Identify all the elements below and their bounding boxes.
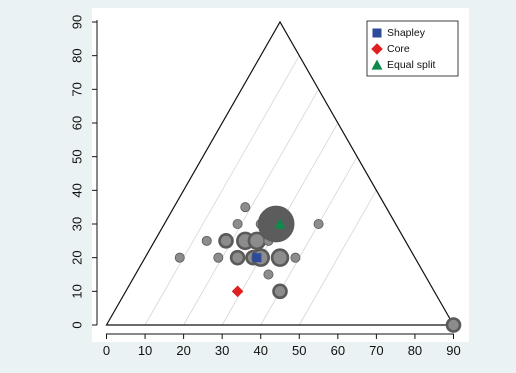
x-tick-label: 0 — [103, 343, 110, 358]
legend-label: Shapley — [387, 27, 426, 39]
legend-symbol-triangle — [371, 59, 383, 70]
x-tick-label: 40 — [253, 343, 267, 358]
bubble — [290, 252, 301, 263]
simplex-triangle — [105, 20, 455, 326]
y-tick-label: 90 — [70, 15, 85, 29]
legend-label: Equal split — [387, 59, 436, 71]
x-tick-label: 30 — [215, 343, 229, 358]
bubble — [229, 249, 246, 266]
bubble — [232, 218, 243, 229]
x-tick-label: 60 — [331, 343, 345, 358]
bubble — [213, 252, 224, 263]
axes — [96, 20, 454, 335]
x-axis-ticks: 0 10 20 30 40 50 60 70 80 90 — [103, 334, 461, 358]
legend-symbol-square — [372, 28, 382, 38]
y-tick-label: 40 — [70, 183, 85, 197]
x-tick-label: 20 — [176, 343, 190, 358]
grid-line — [144, 55, 300, 326]
bubble — [263, 269, 274, 280]
bubble — [201, 235, 212, 246]
legend: Shapley Core Equal split — [366, 20, 459, 77]
bubble — [240, 202, 251, 213]
grid-line — [298, 190, 377, 326]
y-tick-label: 30 — [70, 217, 85, 231]
bubble — [174, 252, 185, 263]
y-tick-label: 50 — [70, 149, 85, 163]
marker-square — [252, 253, 262, 263]
bubble — [270, 248, 290, 267]
y-tick-label: 20 — [70, 250, 85, 264]
y-tick-label: 60 — [70, 116, 85, 130]
bubble — [445, 317, 462, 333]
y-tick-label: 0 — [70, 321, 85, 328]
y-tick-label: 10 — [70, 284, 85, 298]
grid-line — [183, 89, 319, 326]
y-axis-ticks: 0 10 20 30 40 50 60 70 80 90 — [70, 15, 97, 329]
y-tick-label: 80 — [70, 48, 85, 62]
bubble — [257, 205, 295, 243]
x-tick-label: 80 — [408, 343, 422, 358]
x-tick-label: 70 — [369, 343, 383, 358]
bubble — [272, 283, 288, 300]
bubble — [313, 218, 324, 229]
solution-markers — [231, 218, 286, 298]
legend-symbol-diamond — [371, 43, 383, 55]
marker-diamond — [231, 285, 244, 298]
y-tick-label: 70 — [70, 82, 85, 96]
marker-triangle — [274, 218, 286, 229]
x-tick-label: 50 — [292, 343, 306, 358]
x-tick-label: 90 — [446, 343, 460, 358]
x-tick-label: 10 — [138, 343, 152, 358]
bubble — [218, 233, 234, 249]
legend-label: Core — [387, 43, 410, 55]
